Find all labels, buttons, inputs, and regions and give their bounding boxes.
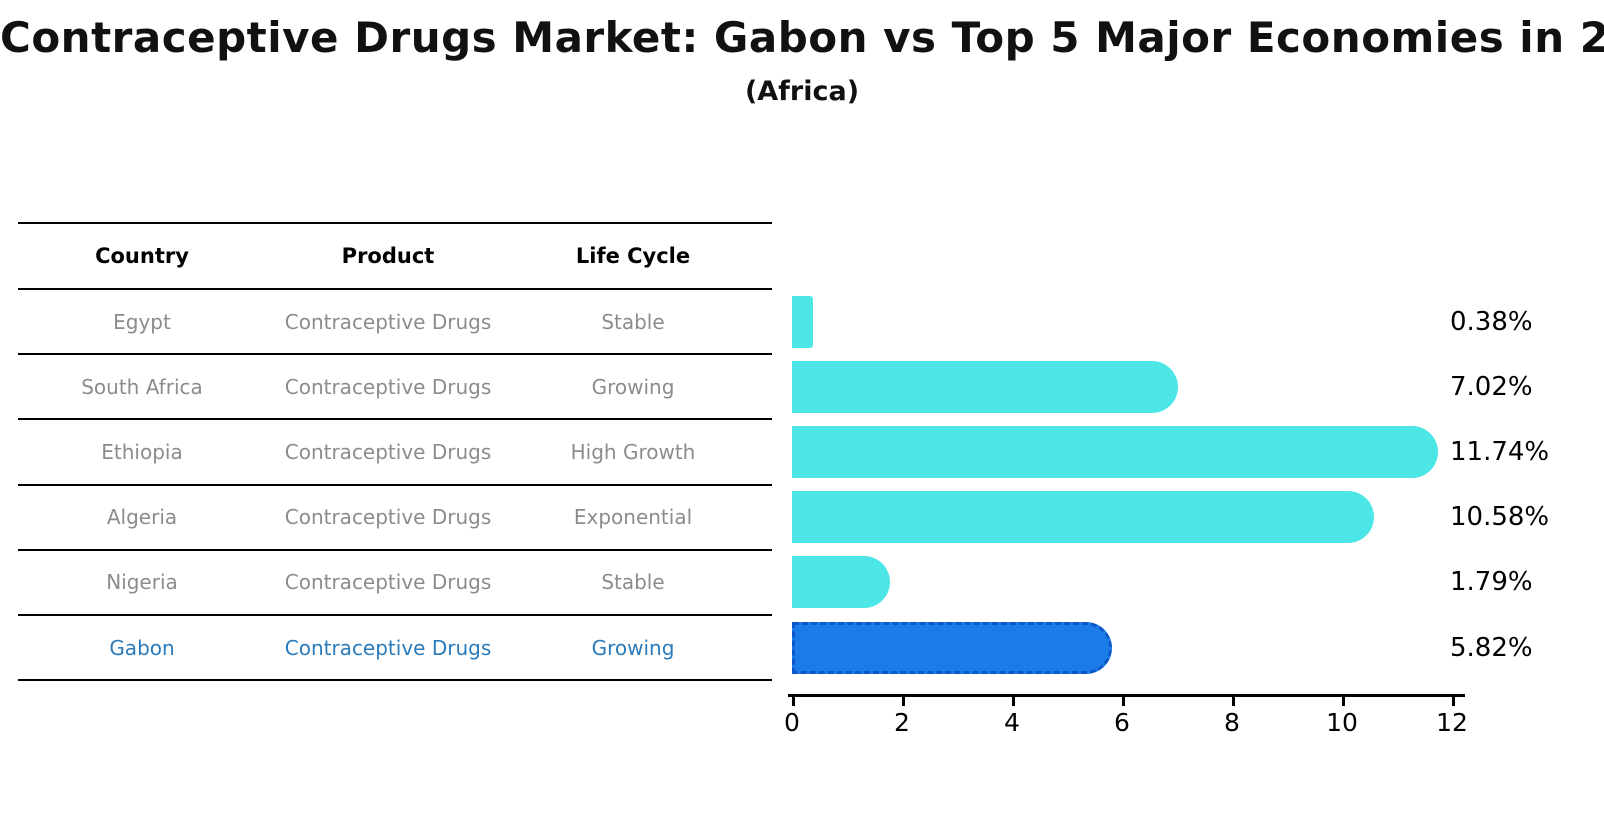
x-tick-label: 8 <box>1224 708 1240 737</box>
table-rule <box>18 614 772 616</box>
x-tick-mark <box>1232 696 1235 706</box>
column-header-life-cycle: Life Cycle <box>575 244 691 268</box>
bar-gabon <box>792 621 1113 674</box>
cell-lifecycle-algeria: Exponential <box>573 505 693 530</box>
table-rule <box>18 484 772 486</box>
cell-country-south-africa: South Africa <box>81 374 203 399</box>
x-tick-mark <box>902 696 905 706</box>
cell-lifecycle-nigeria: Stable <box>601 570 665 595</box>
column-header-country: Country <box>95 244 189 268</box>
cell-product-egypt: Contraceptive Drugs <box>284 309 492 334</box>
bar-ethiopia <box>792 426 1438 478</box>
cell-lifecycle-egypt: Stable <box>601 309 665 334</box>
x-tick-mark <box>1452 696 1455 706</box>
cell-lifecycle-gabon: Growing <box>591 635 675 660</box>
x-tick-mark <box>1122 696 1125 706</box>
x-tick-label: 4 <box>1004 708 1020 737</box>
value-label-algeria: 10.58% <box>1450 502 1550 533</box>
cell-country-algeria: Algeria <box>106 505 178 530</box>
chart-subtitle: (Africa) <box>744 76 860 107</box>
x-tick-label: 12 <box>1436 708 1468 737</box>
cell-lifecycle-south-africa: Growing <box>591 374 675 399</box>
cell-lifecycle-ethiopia: High Growth <box>570 440 696 464</box>
bar-south-africa <box>792 360 1179 413</box>
cell-product-nigeria: Contraceptive Drugs <box>284 570 492 595</box>
x-tick-label: 2 <box>894 708 910 737</box>
table-rule <box>18 353 772 355</box>
chart-title: Contraceptive Drugs Market: Gabon vs Top… <box>0 13 1604 62</box>
table-rule <box>18 222 772 224</box>
x-tick-mark <box>792 696 795 706</box>
x-tick-mark <box>1012 696 1015 706</box>
x-tick-label: 6 <box>1114 708 1130 737</box>
cell-product-gabon: Contraceptive Drugs <box>284 635 492 660</box>
cell-country-nigeria: Nigeria <box>106 570 178 595</box>
cell-product-ethiopia: Contraceptive Drugs <box>284 440 492 464</box>
value-label-nigeria: 1.79% <box>1450 567 1533 598</box>
cell-product-algeria: Contraceptive Drugs <box>284 505 492 530</box>
value-label-egypt: 0.38% <box>1450 306 1533 337</box>
cell-product-south-africa: Contraceptive Drugs <box>284 374 492 399</box>
value-label-south-africa: 7.02% <box>1450 371 1533 402</box>
bar-egypt <box>792 295 813 348</box>
column-header-product: Product <box>341 244 435 268</box>
cell-country-egypt: Egypt <box>113 309 171 334</box>
bar-algeria <box>792 491 1374 544</box>
table-rule <box>18 679 772 681</box>
table-rule <box>18 549 772 551</box>
table-rule <box>18 288 772 290</box>
value-label-ethiopia: 11.74% <box>1450 437 1550 467</box>
table-rule <box>18 418 772 420</box>
x-tick-label: 0 <box>784 708 800 737</box>
x-tick-mark <box>1342 696 1345 706</box>
bar-nigeria <box>792 556 891 609</box>
value-label-gabon: 5.82% <box>1450 632 1533 663</box>
x-axis-line <box>788 694 1465 697</box>
x-tick-label: 10 <box>1326 708 1358 737</box>
cell-country-ethiopia: Ethiopia <box>101 440 183 464</box>
cell-country-gabon: Gabon <box>109 635 175 660</box>
